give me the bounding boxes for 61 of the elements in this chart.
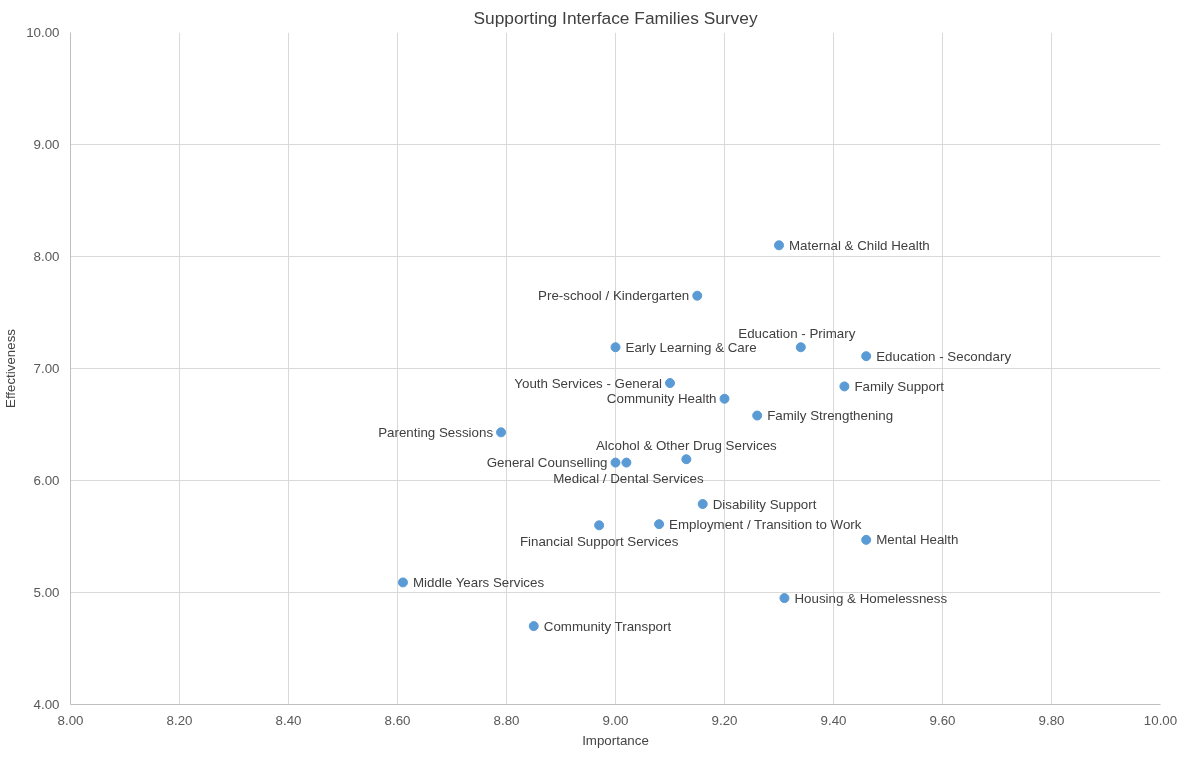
y-tick-label: 5.00 (33, 585, 60, 600)
point (779, 593, 790, 604)
annotation: Community Transport (543, 618, 672, 634)
point (397, 577, 408, 588)
point (654, 519, 665, 530)
annotation: Financial Support Services (519, 533, 679, 549)
point (719, 393, 730, 404)
x-tick-label: 8.40 (275, 712, 302, 728)
point (496, 427, 507, 438)
point (774, 240, 784, 251)
x-tick-label: 9.80 (1038, 712, 1065, 728)
point (839, 381, 850, 392)
annotation: Youth Services - General (514, 375, 663, 391)
y-axis-title: Effectiveness (3, 328, 19, 409)
annotation: Family Strengthening (767, 408, 894, 424)
point (692, 290, 703, 301)
annotation: Community Health (606, 391, 717, 407)
annotation: Mental Health (876, 532, 959, 548)
y-tick-label: 6.00 (33, 473, 60, 488)
annotation: Housing & Homelessness (794, 590, 948, 606)
annotation: Pre-school / Kindergarten (538, 288, 690, 304)
x-tick-label: 8.20 (166, 712, 193, 728)
y-tick-label: 9.00 (33, 137, 60, 152)
point (861, 534, 872, 545)
point (697, 499, 708, 510)
point (861, 351, 872, 362)
x-tick-label: 9.60 (929, 712, 956, 728)
point (610, 457, 621, 468)
x-tick-label: 9.00 (602, 712, 629, 728)
x-tick-label: 9.20 (711, 712, 738, 728)
annotation: Education - Primary (738, 325, 856, 341)
annotation: Parenting Sessions (378, 424, 494, 440)
y-tick-label: 7.00 (33, 361, 60, 376)
annotation: Medical / Dental Services (553, 471, 704, 487)
point (621, 457, 632, 468)
annotation: Alcohol & Other Drug Services (595, 437, 778, 453)
annotation: Early Learning & Care (625, 339, 757, 355)
point (528, 621, 539, 632)
x-tick-label: 9.40 (820, 712, 847, 728)
x-tick-label: 8.80 (493, 712, 520, 728)
annotation: Family Support (854, 378, 945, 394)
y-tick-label: 4.00 (33, 697, 60, 712)
annotation: Middle Years Services (412, 574, 545, 590)
annotation: Education - Secondary (876, 348, 1012, 364)
point (795, 342, 806, 353)
y-tick-label: 8.00 (33, 249, 60, 264)
point (665, 378, 675, 389)
annotation: General Counselling (486, 455, 608, 471)
x-tick-label: 10.00 (1143, 712, 1178, 728)
x-axis-title: Importance (582, 732, 649, 748)
point (594, 520, 605, 531)
point (752, 410, 763, 421)
x-tick-label: 8.00 (57, 712, 84, 728)
point (610, 342, 621, 353)
chart-title: Supporting Interface Families Survey (473, 7, 758, 28)
point (681, 454, 692, 465)
annotation: Disability Support (712, 496, 817, 512)
annotation: Employment / Transition to Work (669, 516, 862, 532)
annotation: Maternal & Child Health (789, 237, 930, 253)
x-tick-label: 8.60 (384, 712, 411, 728)
y-tick-label: 10.00 (26, 25, 60, 40)
